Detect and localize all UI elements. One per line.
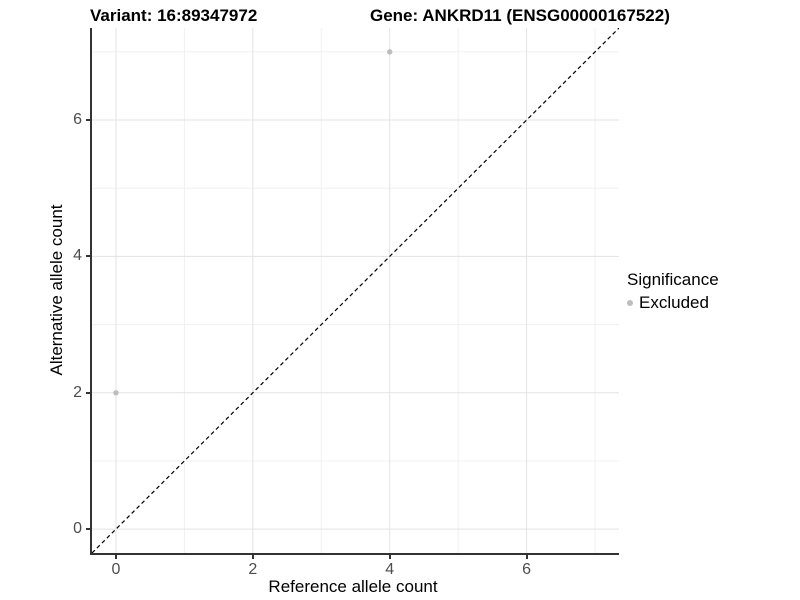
- legend-entry: Excluded: [627, 293, 719, 313]
- legend-title: Significance: [627, 270, 719, 289]
- plot-canvas: [92, 28, 619, 553]
- x-tick-mark: [251, 555, 254, 559]
- identity-reference-line: [92, 28, 619, 553]
- x-axis-title: Reference allele count: [268, 577, 438, 596]
- y-tick-mark: [86, 528, 90, 531]
- gene-title: Gene: ANKRD11 (ENSG00000167522): [370, 6, 670, 25]
- x-tick-label: 6: [522, 561, 532, 578]
- x-tick-mark: [114, 555, 117, 559]
- y-tick-mark: [86, 391, 90, 394]
- y-tick-label: 6: [73, 111, 82, 129]
- y-tick-mark: [86, 255, 90, 258]
- plot-panel: [90, 28, 619, 555]
- legend: Significance Excluded: [627, 270, 719, 313]
- y-axis-title: Alternative allele count: [47, 204, 66, 376]
- y-tick-label: 0: [73, 520, 82, 538]
- y-tick-mark: [86, 119, 90, 122]
- data-point: [113, 390, 119, 396]
- x-tick-mark: [388, 555, 391, 559]
- x-tick-label: 2: [248, 561, 258, 578]
- x-tick-label: 0: [111, 561, 121, 578]
- x-tick-label: 4: [385, 561, 395, 578]
- legend-entry-label: Excluded: [639, 293, 709, 312]
- x-tick-mark: [525, 555, 528, 559]
- legend-entries: Excluded: [627, 293, 719, 313]
- y-tick-label: 4: [73, 247, 82, 265]
- y-tick-label: 2: [73, 383, 82, 401]
- variant-title: Variant: 16:89347972: [90, 6, 258, 25]
- legend-point-icon: [627, 300, 633, 306]
- data-point: [387, 49, 393, 55]
